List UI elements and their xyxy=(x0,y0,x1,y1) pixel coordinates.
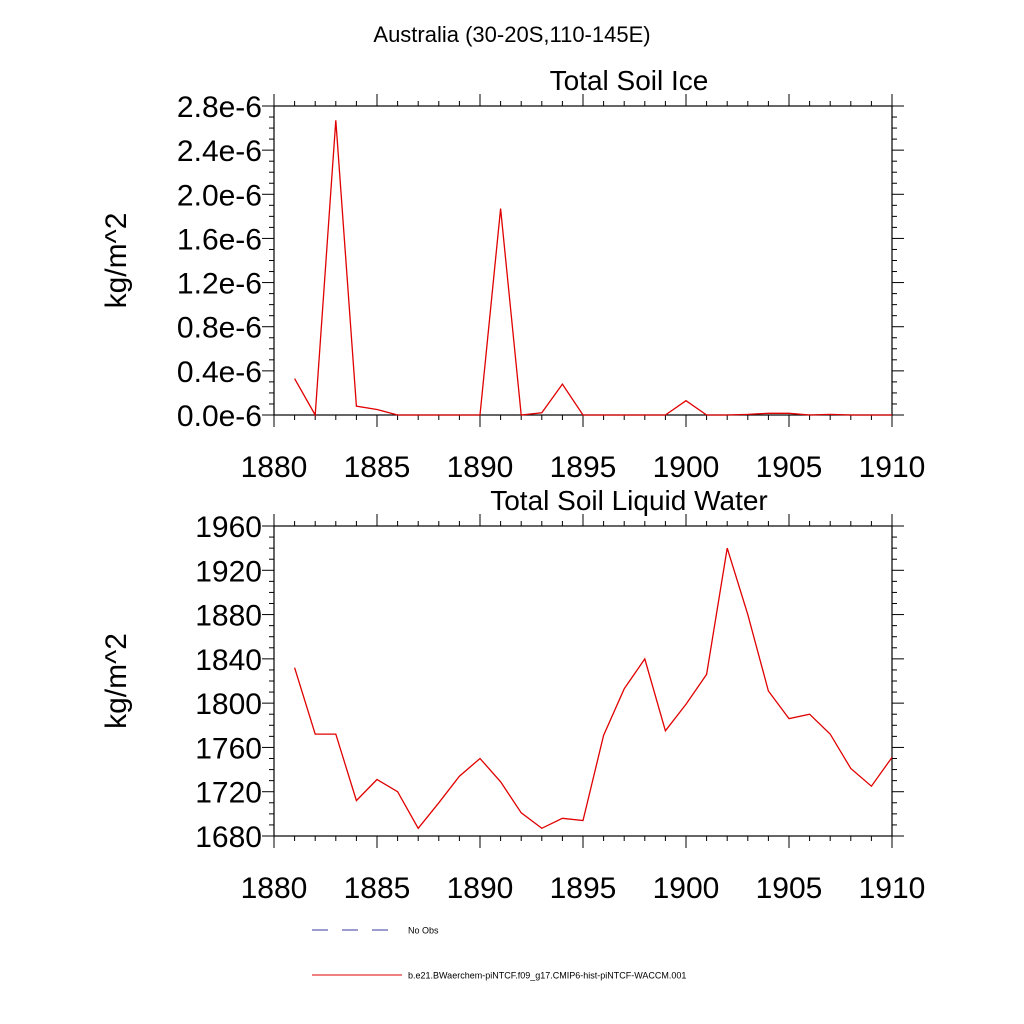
x-tick-label: 1900 xyxy=(653,872,720,905)
panel-1: Total Soil Ice kg/m^2 1880 1885 1890 1895 1900… xyxy=(100,65,925,484)
x-tick-label: 1885 xyxy=(344,451,411,484)
y-tick-label: 0.8e-6 xyxy=(177,312,262,345)
y-tick-label: 2.0e-6 xyxy=(177,179,262,212)
panel-title: Total Soil Ice xyxy=(550,65,709,96)
panel-2: Total Soil Liquid Water kg/m^2 1880 1885 189… xyxy=(100,485,925,905)
y-tick-label: 2.4e-6 xyxy=(177,135,262,168)
y-axis-label: kg/m^2 xyxy=(100,213,133,309)
y-tick-label: 1960 xyxy=(195,511,262,544)
x-tick-label: 1910 xyxy=(859,451,926,484)
legend-item-2: b.e21.BWaerchem-piNTCF.f09_g17.CMIP6-his… xyxy=(312,971,686,981)
y-tick-label: 0.4e-6 xyxy=(177,356,262,389)
legend-label: b.e21.BWaerchem-piNTCF.f09_g17.CMIP6-his… xyxy=(408,971,686,981)
y-tick-label: 1760 xyxy=(195,732,262,765)
y-tick-label: 1.2e-6 xyxy=(177,268,262,301)
y-tick-label: 1880 xyxy=(195,600,262,633)
x-tick-label: 1905 xyxy=(756,872,823,905)
x-tick-label: 1910 xyxy=(859,872,926,905)
y-tick-label: 1680 xyxy=(195,821,262,854)
panel-title: Total Soil Liquid Water xyxy=(490,485,768,516)
series-line-1 xyxy=(293,547,893,830)
y-tick-label: 2.8e-6 xyxy=(177,91,262,124)
y-tick-label: 1840 xyxy=(195,644,262,677)
x-tick-label: 1905 xyxy=(756,451,823,484)
y-axis-label: kg/m^2 xyxy=(100,633,133,729)
legend-label: No Obs xyxy=(408,926,439,936)
y-tick-label: 1800 xyxy=(195,688,262,721)
x-tick-label: 1895 xyxy=(550,451,617,484)
x-tick-label: 1885 xyxy=(344,872,411,905)
y-tick-label: 0.0e-6 xyxy=(177,400,262,433)
x-tick-label: 1890 xyxy=(447,451,514,484)
series-line-1 xyxy=(294,120,892,418)
y-tick-label: 1720 xyxy=(195,777,262,810)
legend-item-1: No Obs xyxy=(312,926,439,936)
y-tick-label: 1920 xyxy=(195,555,262,588)
plot-frame xyxy=(273,105,893,416)
x-tick-label: 1895 xyxy=(550,872,617,905)
y-tick-label: 1.6e-6 xyxy=(177,223,262,256)
x-tick-label: 1880 xyxy=(241,872,308,905)
figure-suptitle: Australia (30-20S,110-145E) xyxy=(373,22,650,47)
panels: Total Soil Ice kg/m^2 1880 1885 1890 1895 1900… xyxy=(100,65,925,905)
x-tick-label: 1890 xyxy=(447,872,514,905)
x-tick-label: 1900 xyxy=(653,451,720,484)
x-tick-label: 1880 xyxy=(241,451,308,484)
legend: No Obs b.e21.BWaerchem-piNTCF.f09_g17.CMI… xyxy=(312,926,686,981)
